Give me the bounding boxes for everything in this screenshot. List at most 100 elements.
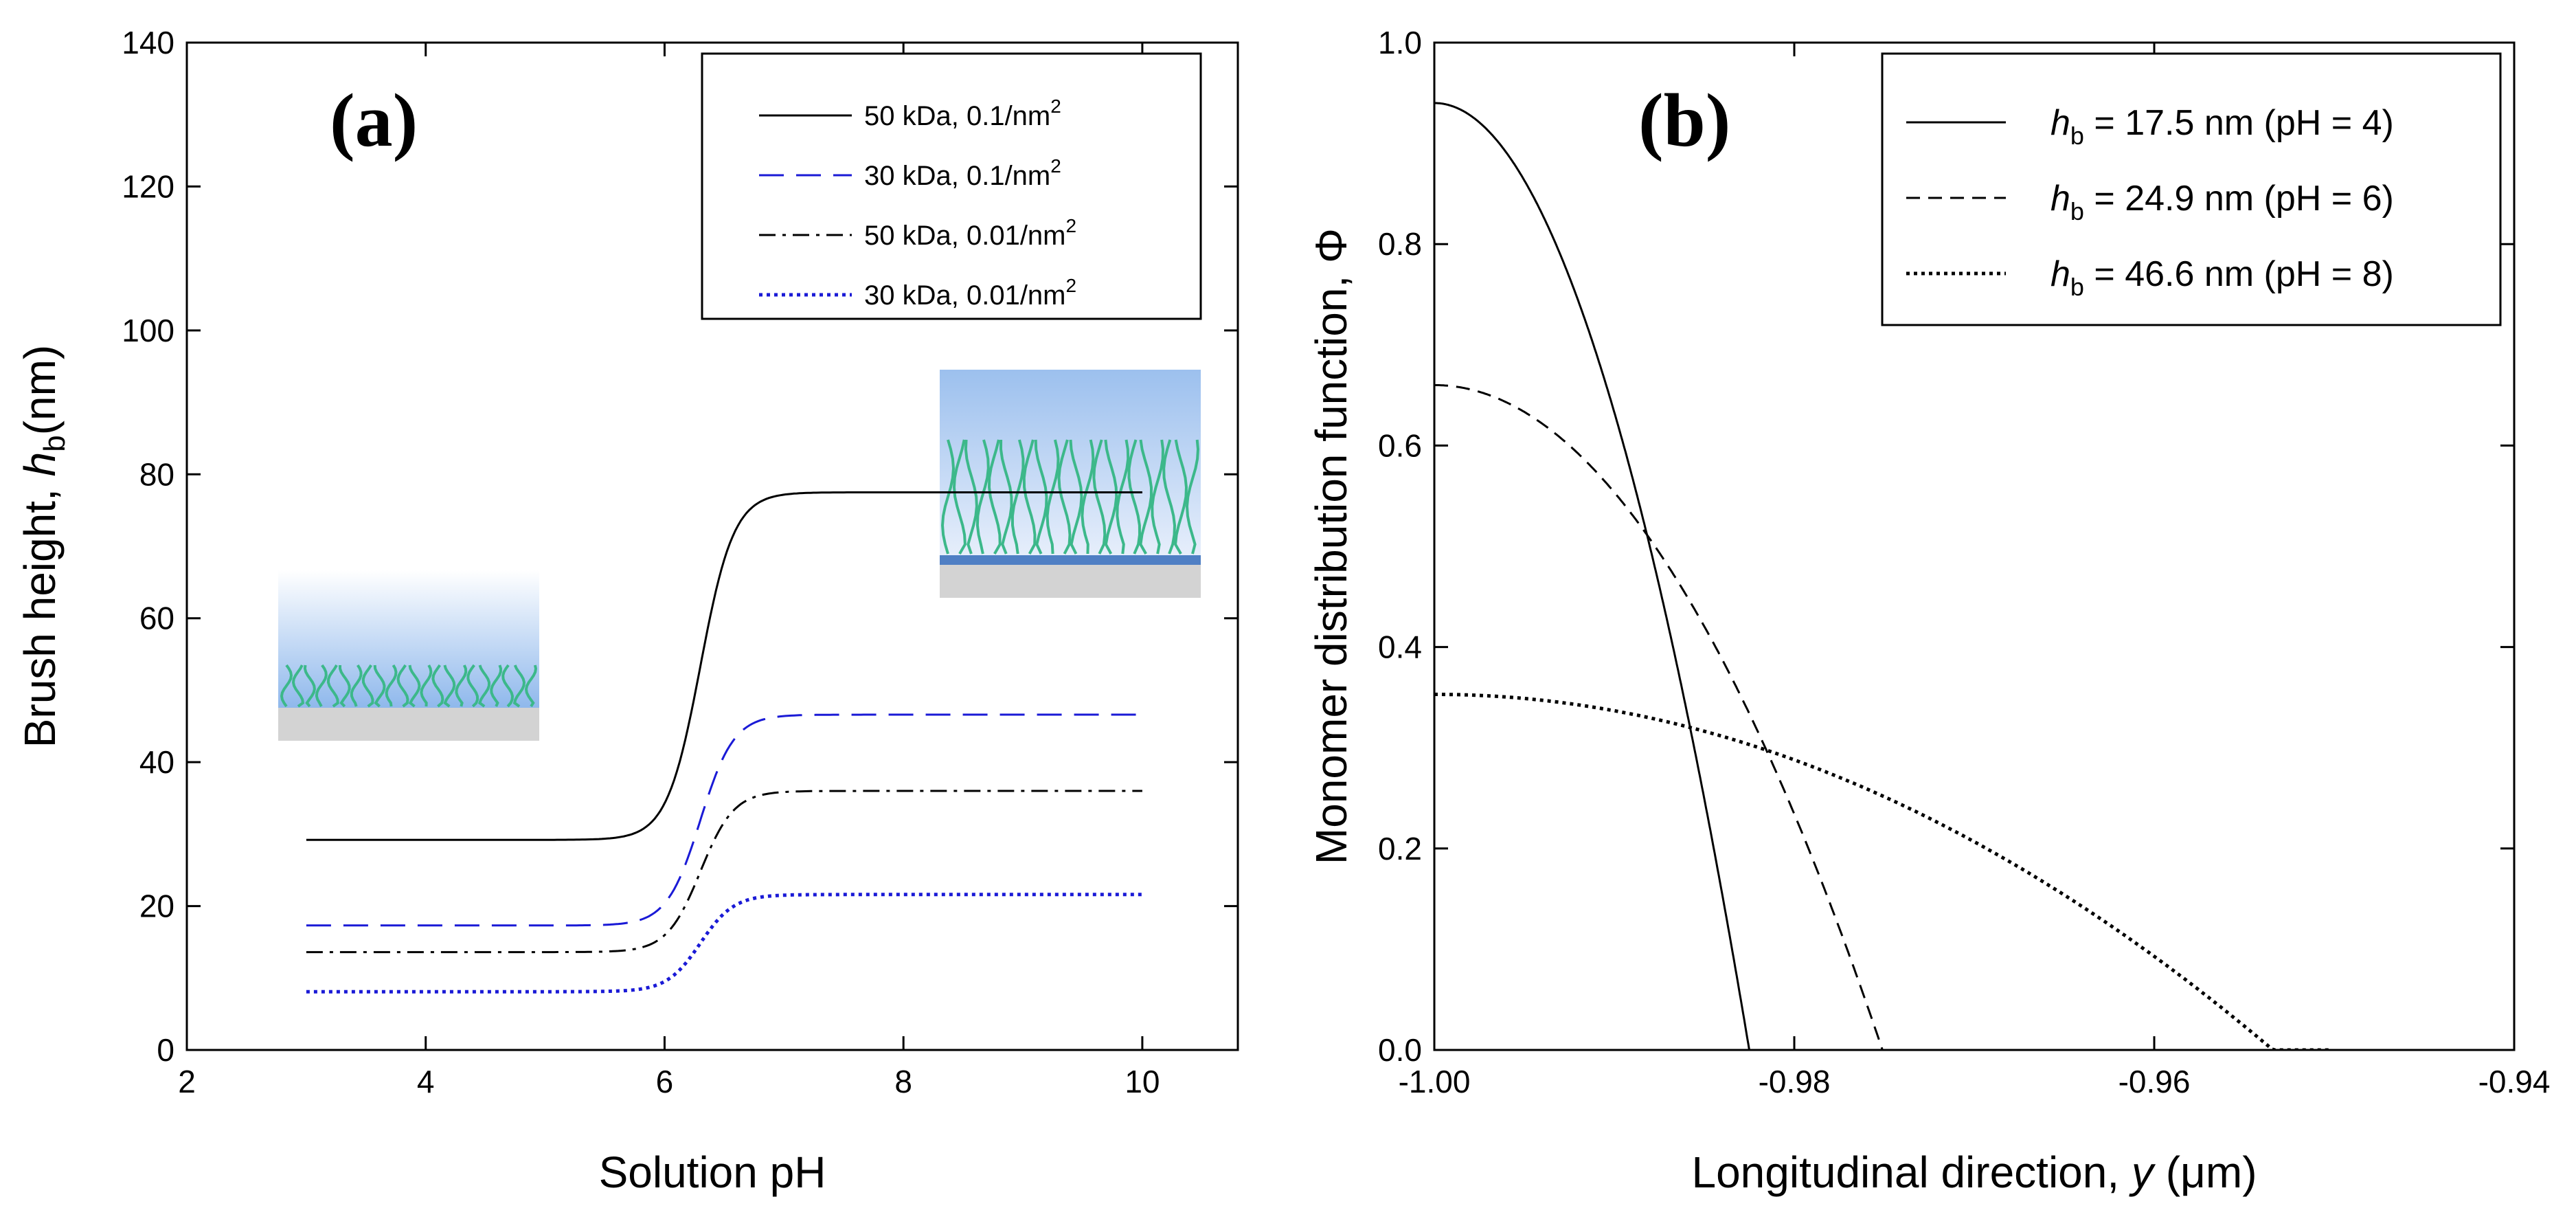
- brush-chain: [1174, 439, 1188, 555]
- brush-chain: [280, 664, 293, 708]
- panel-b-legend: hb = 17.5 nm (pH = 4)hb = 24.9 nm (pH = …: [1881, 52, 2502, 326]
- panel-b-xtick-label: -0.94: [2478, 1064, 2551, 1099]
- brush-chain: [455, 664, 468, 707]
- panel-b-legend-sub: b: [2070, 122, 2084, 150]
- collapsed-brush-inset: [278, 570, 539, 741]
- panel-a-legend-label: 30 kDa, 0.1/nm2: [864, 155, 1061, 191]
- panel-a-ylabel-var: h: [15, 452, 65, 477]
- panel-b-xlabel-prefix: Longitudinal direction,: [1691, 1148, 2131, 1197]
- panel-b-series-3: [1434, 693, 2329, 1050]
- panel-a-frame: [185, 41, 1239, 1051]
- brush-chain: [524, 664, 538, 708]
- panel-b-xtick-label: -0.98: [1759, 1064, 1831, 1099]
- brush-chain: [431, 664, 444, 708]
- brush-chain: [1104, 439, 1118, 555]
- panel-a-series: [306, 491, 1142, 994]
- brush-chain: [1057, 439, 1072, 555]
- panel-b-legend-label: hb = 24.9 nm (pH = 6): [2050, 179, 2394, 225]
- brush-chain: [1092, 439, 1107, 555]
- extended-brush-inset: [940, 370, 1201, 598]
- panel-b-chart: -1.00 -0.98 -0.96 -0.94 0.0 0.2 0.4 0.6 0.8 1.0 (…: [1307, 25, 2550, 1197]
- panel-a-legend-sup: 2: [1050, 155, 1061, 177]
- panel-a-legend-label: 50 kDa, 0.1/nm2: [864, 96, 1061, 131]
- panel-a-xtick-label: 10: [1125, 1064, 1160, 1099]
- panel-b-xtick-label: -1.00: [1399, 1064, 1471, 1099]
- panel-a-xtick-label: 8: [894, 1064, 912, 1099]
- panel-b-legend-rest: = 24.9 nm (pH = 6): [2084, 179, 2394, 219]
- brush-chain: [443, 664, 456, 708]
- panel-a-legend-box: [701, 52, 1202, 320]
- brush-chain: [1185, 439, 1200, 555]
- panel-a-legend-name: 50 kDa, 0.1/nm: [864, 101, 1050, 131]
- panel-a-legend-name: 30 kDa, 0.1/nm: [864, 161, 1050, 191]
- brush-chain: [1162, 439, 1177, 555]
- brush-chain: [1022, 439, 1037, 555]
- brush-chain: [512, 664, 526, 708]
- panel-a-series-2: [306, 713, 1142, 927]
- brush-chain: [1069, 439, 1083, 555]
- panel-b-ytick-label: 0.0: [1378, 1032, 1422, 1068]
- brush-chain: [490, 664, 503, 707]
- panel-b-legend-var: h: [2050, 254, 2070, 294]
- panel-b-series: [1434, 102, 2329, 1050]
- panel-b-ytick-label: 1.0: [1378, 25, 1422, 60]
- panel-a-legend-sup: 2: [1066, 275, 1077, 296]
- panel-a-xlabel: Solution pH: [599, 1148, 826, 1197]
- panel-b-frame: [1433, 41, 2516, 1051]
- panel-b-ytick-label: 0.6: [1378, 427, 1422, 463]
- panel-a-legend-sup: 2: [1050, 96, 1061, 117]
- panel-b-ytick-label: 0.2: [1378, 831, 1422, 866]
- brush-chain: [1081, 439, 1095, 555]
- brush-chain: [396, 664, 409, 708]
- panel-b-ytick-label: 0.4: [1378, 629, 1422, 665]
- panel-b-series-1: [1434, 102, 1750, 1050]
- brush-chain: [975, 439, 990, 555]
- panel-b-xlabel: Longitudinal direction, y (μm): [1691, 1148, 2257, 1197]
- panel-b-legend-sub: b: [2070, 273, 2084, 301]
- panel-a-ytick-label: 120: [122, 168, 174, 204]
- panel-a-ytick-label: 140: [122, 25, 174, 60]
- panel-a-legend-label: 50 kDa, 0.01/nm2: [864, 215, 1076, 251]
- brush-chain: [339, 665, 351, 708]
- panel-b-ylabel: Monomer distribution function, Φ: [1307, 228, 1356, 864]
- panel-a-ytick-label: 60: [139, 601, 174, 636]
- brush-chain: [420, 664, 433, 707]
- panel-a-xtick-label: 2: [178, 1064, 196, 1099]
- brush-chain: [350, 664, 363, 707]
- panel-b-legend-label: hb = 46.6 nm (pH = 8): [2050, 254, 2394, 301]
- panel-b-xlabel-suffix: (μm): [2154, 1148, 2257, 1197]
- brush-chain: [326, 664, 339, 708]
- brush-chain: [940, 439, 956, 555]
- brush-chain: [291, 664, 305, 708]
- panel-b-ytick-label: 0.8: [1378, 226, 1422, 262]
- panel-a-insets: [278, 370, 1201, 741]
- panel-a-ytick-label: 0: [157, 1032, 174, 1068]
- panel-a-series-3: [306, 790, 1142, 954]
- panel-b-label: (b): [1638, 78, 1730, 162]
- brush-chain: [952, 439, 967, 555]
- panel-b-legend-box: [1881, 52, 2502, 326]
- panel-a-legend-name: 30 kDa, 0.01/nm: [864, 280, 1066, 311]
- brush-chain: [1139, 439, 1153, 555]
- brush-chain: [361, 664, 374, 708]
- brush-chain: [1046, 439, 1060, 555]
- brush-chain: [999, 439, 1013, 555]
- panel-b-legend-var: h: [2050, 179, 2070, 219]
- panel-b-ticks: -1.00 -0.98 -0.96 -0.94 0.0 0.2 0.4 0.6 0.8 1.0: [1378, 25, 2550, 1099]
- brush-chain: [964, 439, 978, 555]
- brush-chain: [303, 664, 316, 708]
- brush-chain: [1034, 439, 1048, 555]
- brush-chain: [408, 664, 421, 708]
- brush-chain: [1127, 439, 1142, 555]
- panel-b-legend-rest: = 17.5 nm (pH = 4): [2084, 103, 2394, 143]
- brush-chain: [1010, 439, 1025, 555]
- panel-b-legend-label: hb = 17.5 nm (pH = 4): [2050, 103, 2394, 150]
- panel-a-label: (a): [330, 78, 418, 162]
- brush-chain: [1151, 439, 1165, 555]
- panel-b-legend-var: h: [2050, 103, 2070, 143]
- panel-a-ylabel-suffix: (nm): [15, 345, 65, 436]
- panel-a-series-4: [306, 893, 1142, 994]
